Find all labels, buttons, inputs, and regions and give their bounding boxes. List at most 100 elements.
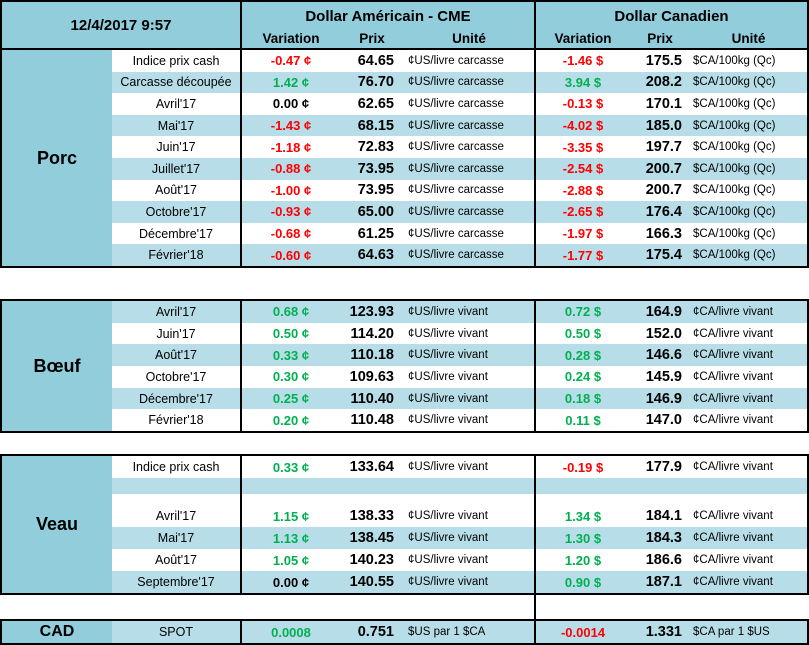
ca-price-cell[interactable]: 147.0 (645, 412, 682, 429)
ca-price-cell[interactable]: 152.0 (645, 325, 682, 342)
empty-cell[interactable] (690, 494, 807, 505)
us-unite-header[interactable]: Unité (452, 30, 486, 46)
row-label[interactable]: Octobre'17 (145, 369, 207, 384)
empty-cell[interactable] (630, 478, 690, 494)
ca-unit-cell[interactable]: $CA/100kg (Qc) (693, 249, 776, 262)
ca-variation-cell[interactable]: 3.94 $ (534, 71, 630, 94)
us-price-cell[interactable]: 68.15 (357, 117, 394, 134)
row-label[interactable]: Indice prix cash (132, 53, 220, 68)
us-unit-cell[interactable]: ¢US/livre vivant (408, 370, 488, 383)
ca-variation-cell[interactable]: -0.0014 (534, 621, 630, 643)
us-price-cell[interactable]: 72.83 (357, 139, 394, 156)
us-unit-cell[interactable]: ¢US/livre vivant (408, 576, 488, 588)
row-label[interactable]: Octobre'17 (145, 204, 207, 219)
ca-unit-cell[interactable]: $CA/100kg (Qc) (693, 54, 776, 67)
empty-cell[interactable] (240, 494, 340, 505)
ca-unit-cell[interactable]: $CA par 1 $US (693, 626, 770, 638)
empty-cell[interactable] (630, 494, 690, 505)
ca-unit-cell[interactable]: ¢CA/livre vivant (693, 370, 773, 383)
ca-price-cell[interactable]: 146.9 (645, 390, 682, 407)
us-variation-cell[interactable]: -0.93 ¢ (240, 201, 340, 223)
row-label[interactable]: Mai'17 (157, 531, 195, 545)
us-price-cell[interactable]: 62.65 (357, 95, 394, 112)
us-unit-cell[interactable]: ¢US/livre carcasse (408, 205, 504, 218)
ca-price-cell[interactable]: 208.2 (645, 74, 682, 91)
row-label[interactable]: Juillet'17 (151, 161, 201, 176)
us-unit-cell[interactable]: ¢US/livre carcasse (408, 184, 504, 197)
empty-cell[interactable] (404, 494, 534, 505)
ca-unit-cell[interactable]: ¢CA/livre vivant (693, 414, 773, 427)
us-unit-cell[interactable]: $US par 1 $CA (408, 626, 486, 638)
us-price-cell[interactable]: 0.751 (357, 624, 394, 640)
empty-cell[interactable] (112, 494, 240, 505)
us-variation-cell[interactable]: 1.13 ¢ (240, 527, 340, 549)
ca-variation-cell[interactable]: 0.90 $ (534, 571, 630, 593)
us-unit-cell[interactable]: ¢US/livre vivant (408, 461, 488, 473)
ca-unit-cell[interactable]: $CA/100kg (Qc) (693, 119, 776, 132)
us-unit-cell[interactable]: ¢US/livre vivant (408, 305, 488, 318)
ca-unit-cell[interactable]: $CA/100kg (Qc) (693, 141, 776, 154)
ca-variation-cell[interactable]: -0.13 $ (534, 93, 630, 115)
ca-price-cell[interactable]: 145.9 (645, 368, 682, 385)
ca-unit-cell[interactable]: ¢CA/livre vivant (693, 392, 773, 405)
ca-price-cell[interactable]: 166.3 (645, 225, 682, 242)
ca-variation-cell[interactable]: 0.11 $ (534, 409, 630, 432)
ca-unit-cell[interactable]: ¢CA/livre vivant (693, 461, 773, 473)
us-variation-cell[interactable]: -0.68 ¢ (240, 222, 340, 245)
ca-variation-cell[interactable]: 0.24 $ (534, 366, 630, 388)
us-unit-cell[interactable]: ¢US/livre carcasse (408, 54, 504, 67)
row-label[interactable]: Décembre'17 (139, 226, 213, 241)
us-variation-cell[interactable]: -0.88 ¢ (240, 157, 340, 180)
ca-price-cell[interactable]: 200.7 (645, 182, 682, 199)
us-price-cell[interactable]: 123.93 (349, 303, 394, 320)
section-label-cad[interactable]: CAD (2, 621, 112, 643)
ca-unit-cell[interactable]: ¢CA/livre vivant (693, 554, 773, 566)
us-unit-cell[interactable]: ¢US/livre vivant (408, 327, 488, 340)
row-label[interactable]: Indice prix cash (132, 460, 220, 474)
us-variation-cell[interactable]: 0.30 ¢ (240, 366, 340, 388)
empty-cell[interactable] (340, 478, 404, 494)
ca-variation-cell[interactable]: -3.35 $ (534, 136, 630, 158)
us-variation-cell[interactable]: 1.15 ¢ (240, 505, 340, 527)
us-price-cell[interactable]: 61.25 (357, 225, 394, 242)
us-unit-cell[interactable]: ¢US/livre carcasse (408, 141, 504, 154)
us-prix-header[interactable]: Prix (359, 30, 385, 46)
ca-variation-cell[interactable]: 0.50 $ (534, 322, 630, 345)
ca-unit-cell[interactable]: ¢CA/livre vivant (693, 349, 773, 362)
empty-cell[interactable] (240, 478, 340, 494)
us-market-title[interactable]: Dollar Américain - CME (240, 2, 534, 28)
row-label[interactable]: Septembre'17 (137, 575, 215, 589)
us-variation-cell[interactable]: -1.00 ¢ (240, 179, 340, 202)
us-price-cell[interactable]: 110.48 (350, 412, 394, 429)
ca-price-cell[interactable]: 184.3 (645, 530, 682, 546)
us-price-cell[interactable]: 140.23 (349, 552, 394, 568)
row-label[interactable]: Août'17 (154, 183, 197, 198)
us-variation-cell[interactable]: 0.33 ¢ (240, 456, 340, 478)
ca-price-cell[interactable]: 146.6 (645, 347, 682, 364)
us-variation-cell[interactable]: -1.43 ¢ (240, 114, 340, 137)
ca-variation-cell[interactable]: -2.88 $ (534, 179, 630, 202)
ca-unit-cell[interactable]: $CA/100kg (Qc) (693, 227, 776, 240)
us-variation-cell[interactable]: 0.50 ¢ (240, 322, 340, 345)
us-price-cell[interactable]: 110.18 (350, 347, 394, 364)
us-price-cell[interactable]: 65.00 (357, 203, 394, 220)
ca-unite-header[interactable]: Unité (731, 30, 766, 46)
us-unit-cell[interactable]: ¢US/livre carcasse (408, 97, 504, 110)
us-unit-cell[interactable]: ¢US/livre carcasse (408, 162, 504, 175)
us-unit-cell[interactable]: ¢US/livre carcasse (408, 76, 504, 89)
us-variation-cell[interactable]: 0.00 ¢ (240, 93, 340, 115)
ca-variation-cell[interactable]: -0.19 $ (534, 456, 630, 478)
us-variation-cell[interactable]: -0.60 ¢ (240, 244, 340, 266)
empty-cell[interactable] (534, 494, 630, 505)
section-label-boeuf[interactable]: Bœuf (2, 301, 112, 431)
row-label[interactable]: Août'17 (154, 553, 197, 567)
datetime-cell[interactable]: 12/4/2017 9:57 (70, 16, 172, 34)
ca-variation-cell[interactable]: 0.18 $ (534, 387, 630, 410)
ca-prix-header[interactable]: Prix (647, 30, 673, 46)
ca-unit-cell[interactable]: ¢CA/livre vivant (693, 305, 773, 318)
empty-cell[interactable] (112, 478, 240, 494)
ca-price-cell[interactable]: 197.7 (645, 139, 682, 156)
us-variation-cell[interactable]: 1.42 ¢ (240, 71, 340, 94)
ca-price-cell[interactable]: 187.1 (645, 574, 682, 590)
ca-unit-cell[interactable]: ¢CA/livre vivant (693, 327, 773, 340)
